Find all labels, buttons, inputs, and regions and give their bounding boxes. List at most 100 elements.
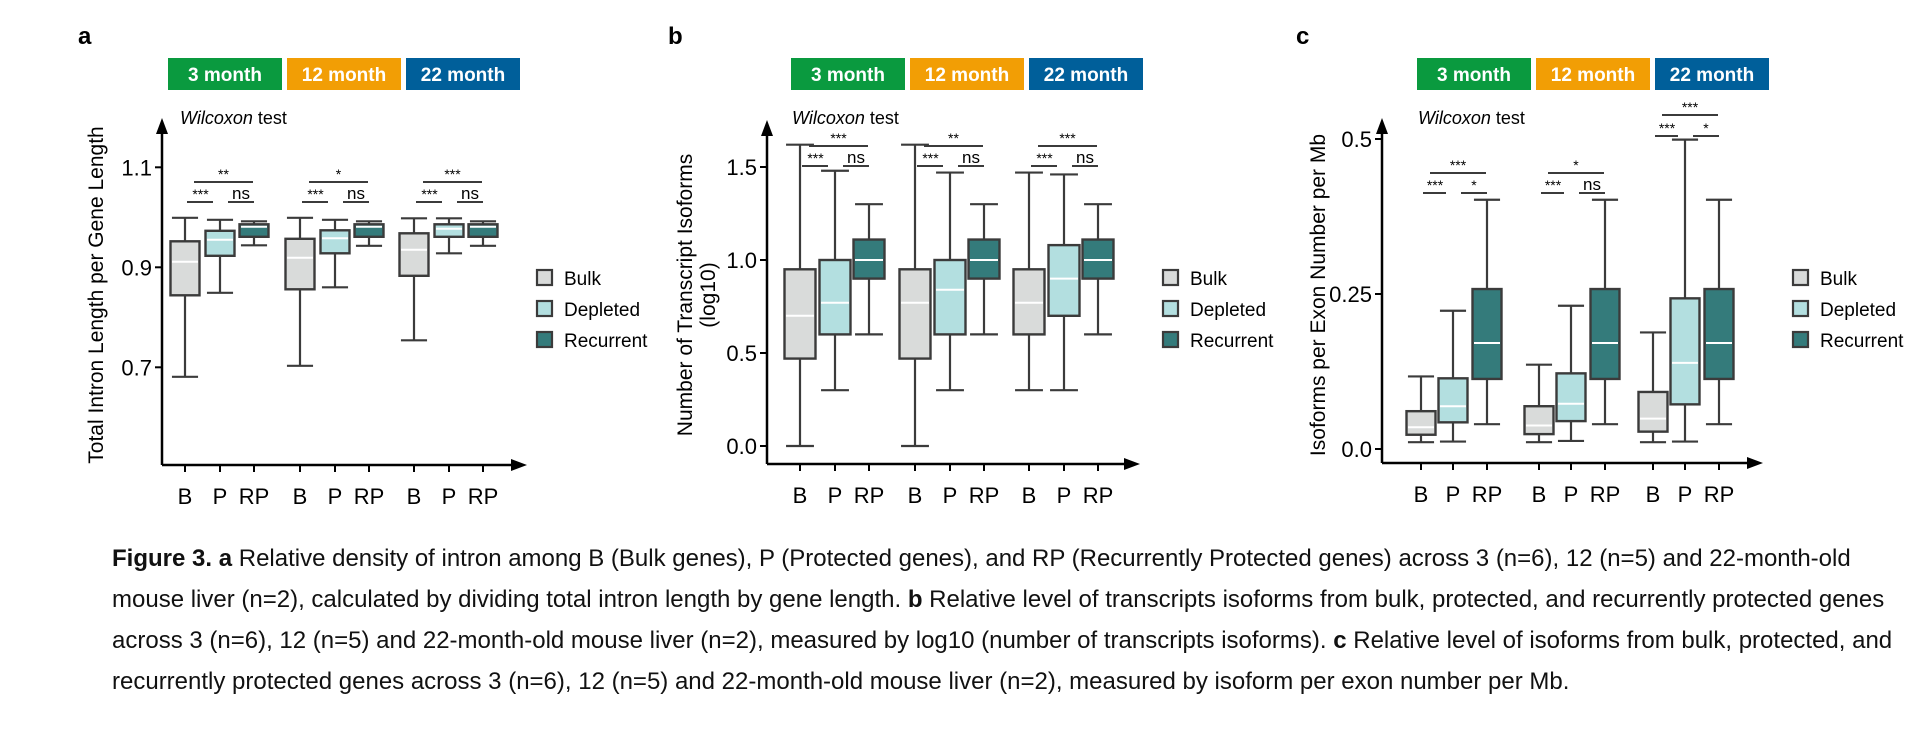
box-recurrent: [1471, 198, 1503, 426]
y-tick-label: 0.5: [1341, 127, 1372, 152]
test-label-rest: test: [253, 108, 287, 128]
sig-label-p-rp: ns: [461, 184, 479, 203]
significance-group: ****** ns: [1031, 130, 1098, 167]
y-axis-label: Total Intron Length per Gene Length: [85, 126, 108, 463]
y-axis-label: Isoforms per Exon Number per Mb: [1307, 134, 1330, 456]
sig-label-b-rp: ***: [830, 130, 847, 146]
box-iqr: [1555, 372, 1587, 423]
box-recurrent: [967, 203, 1001, 336]
box-recurrent: [1081, 203, 1115, 336]
box-depleted: [1669, 138, 1701, 443]
y-axis-arrow-icon: [156, 118, 168, 134]
x-tick-label: RP: [239, 484, 270, 509]
caption-b-label: b: [907, 586, 923, 613]
sig-label-b-p: ***: [307, 186, 324, 202]
box-iqr: [169, 240, 201, 297]
x-tick-label: RP: [1704, 482, 1735, 507]
caption-label: Figure 3.: [112, 545, 213, 572]
sig-label-b-rp: *: [336, 166, 342, 182]
x-tick-label: RP: [1590, 482, 1621, 507]
age-tag-label: 12 month: [1551, 65, 1635, 86]
x-tick-label: B: [908, 483, 923, 508]
box-bulk: [1523, 363, 1555, 444]
age-tag-1: [168, 58, 282, 90]
box-iqr: [1471, 287, 1503, 381]
age-tag-2: [287, 58, 401, 90]
sig-label-b-rp: ***: [1450, 157, 1467, 173]
legend-swatch-recurrent: [535, 330, 554, 349]
figure-3: a 3 month 12 month 22 month Wilcoxon test 0.7…: [78, 23, 1904, 509]
significance-group: **** ns: [302, 166, 369, 203]
sig-label-b-p: ***: [1427, 177, 1444, 193]
x-tick-label: P: [213, 484, 228, 509]
legend-swatch-depleted: [535, 299, 554, 318]
legend-label: Depleted: [1190, 300, 1266, 321]
box-bulk: [1637, 331, 1669, 444]
box-depleted: [319, 218, 351, 289]
x-tick-label: P: [328, 484, 343, 509]
test-label-italic: Wilcoxon: [792, 108, 865, 128]
sig-label-b-p: ***: [1545, 177, 1562, 193]
age-tag-2: [910, 58, 1024, 90]
age-tag-label: 3 month: [188, 65, 262, 86]
panel-c: c 3 month 12 month 22 month Wilcoxon test 0.0…: [1296, 23, 1904, 507]
box-bulk: [898, 143, 932, 448]
box-recurrent: [1703, 198, 1735, 426]
box-iqr: [933, 258, 967, 336]
test-label: Wilcoxon test: [180, 108, 287, 128]
x-tick-label: B: [1532, 482, 1547, 507]
box-iqr: [783, 268, 817, 360]
box-iqr: [898, 268, 932, 360]
y-tick-label: 1.0: [726, 248, 757, 273]
x-tick-label: B: [1022, 483, 1037, 508]
box-iqr: [818, 258, 852, 336]
y-axis-arrow-icon: [761, 120, 773, 136]
x-tick-label: P: [1678, 482, 1693, 507]
caption-b-text: Relative level of transcripts isoforms f…: [112, 586, 1885, 654]
sig-label-p-rp: ns: [1076, 148, 1094, 167]
sig-label-b-p: ***: [421, 186, 438, 202]
box-bulk: [783, 143, 817, 448]
y-tick-label: 1.5: [726, 155, 757, 180]
sig-label-p-rp: *: [1703, 120, 1709, 136]
panel-letter: b: [668, 23, 683, 50]
age-tag-2: [1536, 58, 1650, 90]
significance-group: ***** ns: [187, 166, 254, 203]
test-label: Wilcoxon test: [1418, 108, 1525, 128]
panel-letter: c: [1296, 23, 1309, 50]
test-label: Wilcoxon test: [792, 108, 899, 128]
box-bulk: [169, 216, 201, 378]
significance-group: ****** ns: [802, 130, 869, 167]
x-tick-label: B: [1414, 482, 1429, 507]
caption-a-text: Relative density of intron among B (Bulk…: [112, 545, 1851, 613]
x-tick-label: RP: [969, 483, 1000, 508]
box-depleted: [1437, 309, 1469, 443]
box-iqr: [1437, 377, 1469, 424]
x-tick-label: B: [1646, 482, 1661, 507]
box-depleted: [1555, 304, 1587, 443]
legend-swatch-recurrent: [1791, 330, 1810, 349]
sig-label-b-rp: **: [948, 130, 959, 146]
panel-letter: a: [78, 23, 92, 50]
box-iqr: [1589, 287, 1621, 381]
y-tick-label: 0.9: [121, 255, 152, 280]
x-tick-label: B: [407, 484, 422, 509]
x-axis-arrow-icon: [511, 459, 527, 471]
legend-swatch-bulk: [1791, 268, 1810, 287]
box-iqr: [1669, 297, 1701, 406]
legend-label: Recurrent: [1190, 331, 1274, 352]
caption-a-label: a: [218, 545, 233, 572]
box-recurrent: [238, 220, 270, 247]
test-label-rest: test: [1491, 108, 1525, 128]
x-tick-label: P: [828, 483, 843, 508]
box-recurrent: [852, 203, 886, 336]
x-tick-label: P: [442, 484, 457, 509]
sig-label-b-p: ***: [1659, 120, 1676, 136]
box-recurrent: [353, 220, 385, 247]
y-tick-label: 0.0: [1341, 437, 1372, 462]
box-bulk: [1405, 375, 1437, 444]
legend-label: Depleted: [1820, 300, 1896, 321]
age-tag-1: [791, 58, 905, 90]
sig-label-b-p: ***: [192, 186, 209, 202]
y-tick-label: 0.25: [1329, 282, 1372, 307]
